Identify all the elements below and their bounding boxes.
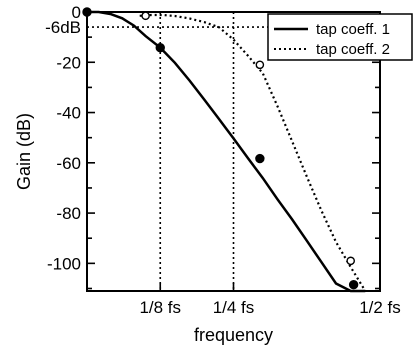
series-2: [139, 11, 367, 292]
series-1-marker: [155, 42, 165, 53]
y-tick-label: -100: [47, 254, 81, 273]
series-2-marker: [346, 256, 356, 266]
series-line-2: [139, 13, 367, 292]
y-tick-label: -6dB: [45, 18, 81, 37]
y-tick-label: -20: [56, 53, 81, 72]
y-tick-labels: 0-6dB -20 -40 -60 -80 -100: [45, 3, 81, 273]
x-axis-title: frequency: [194, 325, 273, 345]
series-line-1: [87, 10, 366, 293]
series-2-marker: [255, 60, 265, 70]
y-tick-label: 0: [72, 3, 81, 22]
y-tick-label: -60: [56, 154, 81, 173]
x-tick-label: 1/4 fs: [213, 298, 255, 317]
tick-marks: [87, 11, 381, 291]
series-1: [82, 7, 366, 293]
series-1-marker: [82, 7, 92, 17]
series-1-marker: [255, 153, 265, 164]
series-2-marker: [141, 11, 150, 21]
x-tick-label: 1/8 fs: [139, 298, 181, 317]
y-tick-label: -80: [56, 204, 81, 223]
y-tick-label: -40: [56, 104, 81, 123]
x-tick-label: 1/2 fs: [359, 298, 401, 317]
reference-lines: [87, 12, 380, 291]
x-tick-labels: 1/8 fs 1/4 fs 1/2 fs: [139, 298, 400, 317]
series-layer: [82, 7, 367, 293]
legend-box: [267, 13, 413, 61]
legend-label-tap-coeff-1: tap coeff. 1: [316, 21, 390, 38]
legend: tap coeff. 1 tap coeff. 2: [267, 13, 413, 61]
y-axis-title: Gain (dB): [14, 113, 34, 190]
legend-label-tap-coeff-2: tap coeff. 2: [316, 41, 390, 58]
series-1-marker: [348, 280, 359, 290]
